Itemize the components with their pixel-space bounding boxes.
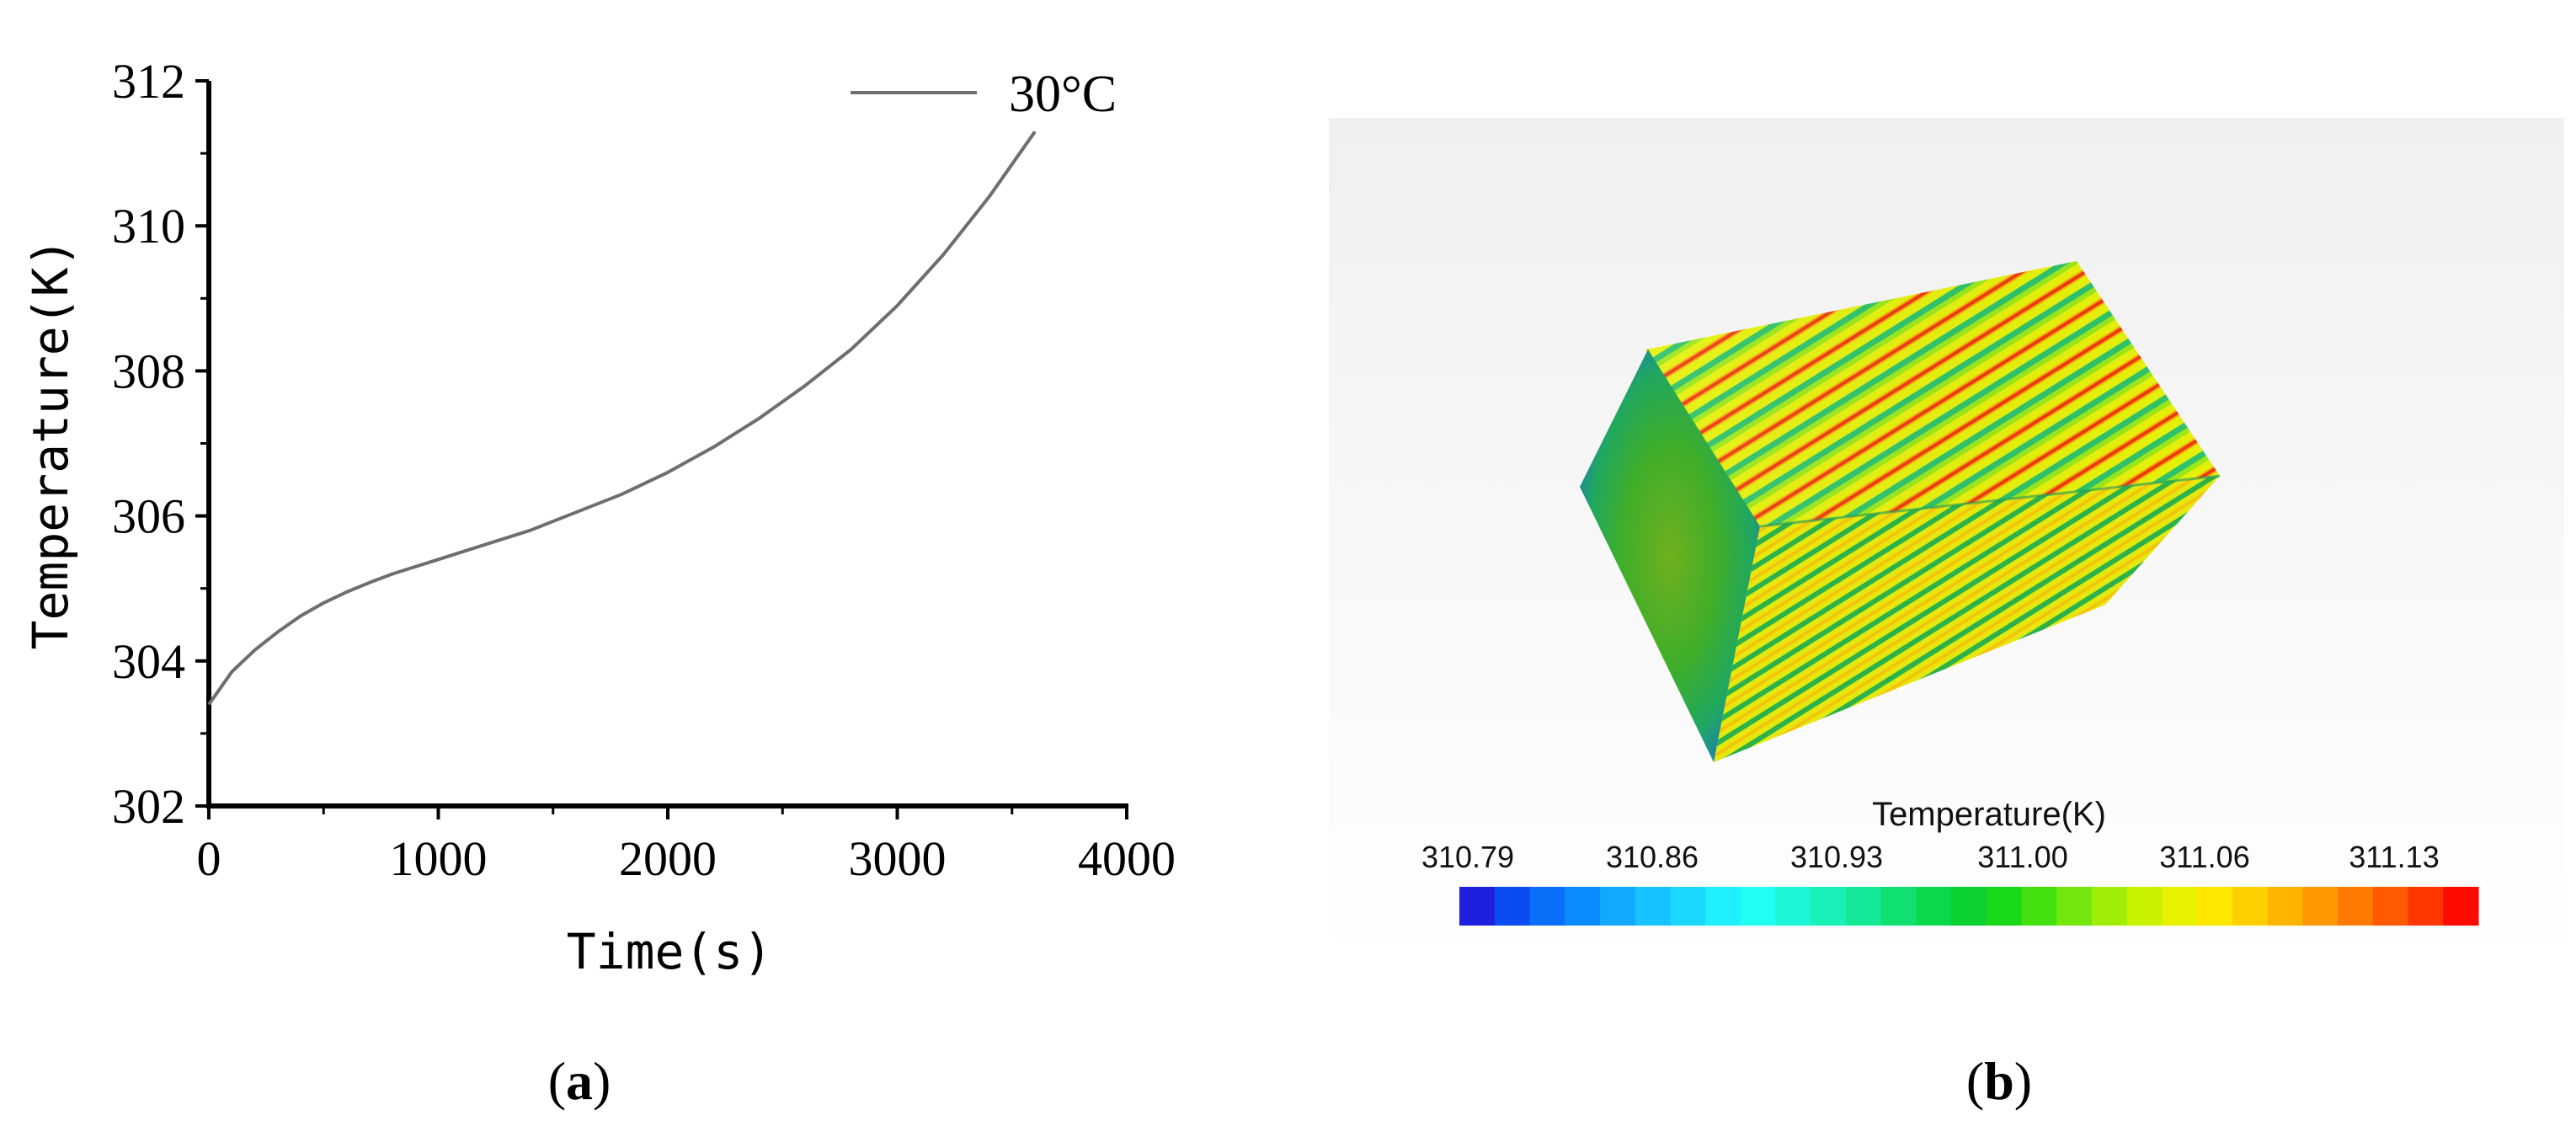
colorbar-swatch xyxy=(2338,887,2374,926)
series-lines xyxy=(207,131,1037,706)
colorbar-swatch xyxy=(2267,887,2303,926)
x-tick-label: 4000 xyxy=(1078,831,1176,886)
colorbar-swatch xyxy=(2232,887,2269,926)
y-tick-label: 306 xyxy=(112,489,185,544)
colorbar-swatch xyxy=(1775,887,1811,926)
y-tick-label: 304 xyxy=(112,634,185,689)
colorbar-swatch xyxy=(2092,887,2128,926)
colorbar-tick-label: 311.00 xyxy=(1977,840,2067,874)
colorbar-tick-label: 311.06 xyxy=(2159,840,2249,874)
colorbar-tick-label: 310.86 xyxy=(1606,840,1699,874)
battery-block-render xyxy=(1580,261,2221,762)
colorbar-tick-labels: 310.79 310.86 310.93 311.00 311.06 311.13 xyxy=(1421,840,2440,874)
y-tick-label: 310 xyxy=(112,199,185,253)
y-tick-label: 312 xyxy=(112,54,185,109)
legend: 30°C xyxy=(851,66,1117,123)
y-axis-label: Temperature(K) xyxy=(22,238,79,650)
colorbar-swatch xyxy=(1670,887,1706,926)
panel-label-b: (b) xyxy=(1966,1051,2032,1111)
x-tick-label: 2000 xyxy=(619,831,717,886)
colorbar-swatch xyxy=(2302,887,2339,926)
colorbar-swatch xyxy=(1705,887,1741,926)
colorbar-tick-label: 311.13 xyxy=(2349,840,2439,874)
panel-label-a: (a) xyxy=(548,1051,611,1111)
colorbar-swatch xyxy=(1529,887,1565,926)
colorbar-swatch xyxy=(2056,887,2093,926)
block-side-face xyxy=(1714,476,2220,762)
colorbar-swatch xyxy=(2372,887,2409,926)
colorbar-swatch xyxy=(1811,887,1847,926)
colorbar-title: Temperature(K) xyxy=(1872,796,2106,833)
colorbar-swatch xyxy=(2021,887,2057,926)
axis-ticks xyxy=(195,79,1128,819)
x-tick-label: 3000 xyxy=(849,831,947,886)
colorbar-swatch xyxy=(2162,887,2198,926)
colorbar-swatch xyxy=(2443,887,2479,926)
x-tick-label: 0 xyxy=(197,831,221,886)
legend-label: 30°C xyxy=(1009,66,1117,123)
panel-b-temperature-contour: Temperature(K) 310.79 310.86 310.93 311.00 3… xyxy=(1329,118,2564,1111)
colorbar-swatch xyxy=(1494,887,1531,926)
panel-letter-a: a xyxy=(566,1051,593,1111)
axis-tick-labels: 0 1000 2000 3000 4000 302 304 306 308 310 312 xyxy=(112,54,1176,886)
colorbar-swatch xyxy=(1599,887,1636,926)
colorbar-swatch xyxy=(1459,887,1496,926)
series-line xyxy=(207,131,1037,706)
colorbar-swatch xyxy=(1986,887,2023,926)
y-tick-label: 302 xyxy=(112,779,185,834)
colorbar-swatch xyxy=(2197,887,2233,926)
block-top-face-shade xyxy=(1646,261,2220,526)
colorbar-tick-label: 310.93 xyxy=(1790,840,1883,874)
x-axis-label: Time(s) xyxy=(567,923,772,980)
colorbar-swatch xyxy=(1880,887,1917,926)
colorbar-swatch xyxy=(1740,887,1777,926)
panel-letter-b: b xyxy=(1984,1051,2014,1111)
y-tick-label: 308 xyxy=(112,344,185,398)
panel-a-line-chart: 0 1000 2000 3000 4000 302 304 306 308 310 312 30°C… xyxy=(22,54,1176,1111)
colorbar-tick-label: 310.79 xyxy=(1421,840,1514,874)
colorbar-swatch xyxy=(1951,887,1987,926)
colorbar-swatch xyxy=(1916,887,1952,926)
block-edge xyxy=(1759,474,2221,528)
colorbar-swatch xyxy=(1845,887,1882,926)
colorbar xyxy=(1459,887,2479,926)
colorbar-swatch xyxy=(1635,887,1671,926)
colorbar-swatch xyxy=(1565,887,1601,926)
colorbar-swatch xyxy=(2408,887,2444,926)
x-tick-label: 1000 xyxy=(390,831,488,886)
colorbar-swatch xyxy=(2126,887,2163,926)
block-end-face xyxy=(1580,350,1760,762)
